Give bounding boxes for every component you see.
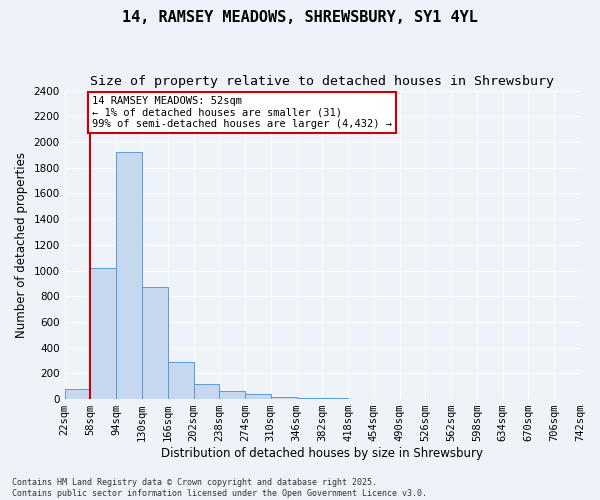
Bar [168,362,193,399]
Bar [65,389,91,399]
Bar [245,394,271,399]
Bar [271,396,296,399]
X-axis label: Distribution of detached houses by size in Shrewsbury: Distribution of detached houses by size … [161,447,484,460]
Text: 14, RAMSEY MEADOWS, SHREWSBURY, SY1 4YL: 14, RAMSEY MEADOWS, SHREWSBURY, SY1 4YL [122,10,478,25]
Bar [322,398,348,399]
Bar [116,152,142,399]
Bar [91,268,116,399]
Text: Contains HM Land Registry data © Crown copyright and database right 2025.
Contai: Contains HM Land Registry data © Crown c… [12,478,427,498]
Bar [142,287,168,399]
Title: Size of property relative to detached houses in Shrewsbury: Size of property relative to detached ho… [91,75,554,88]
Y-axis label: Number of detached properties: Number of detached properties [15,152,28,338]
Bar [193,384,219,399]
Text: 14 RAMSEY MEADOWS: 52sqm
← 1% of detached houses are smaller (31)
99% of semi-de: 14 RAMSEY MEADOWS: 52sqm ← 1% of detache… [92,96,392,129]
Bar [296,398,322,399]
Bar [219,392,245,399]
